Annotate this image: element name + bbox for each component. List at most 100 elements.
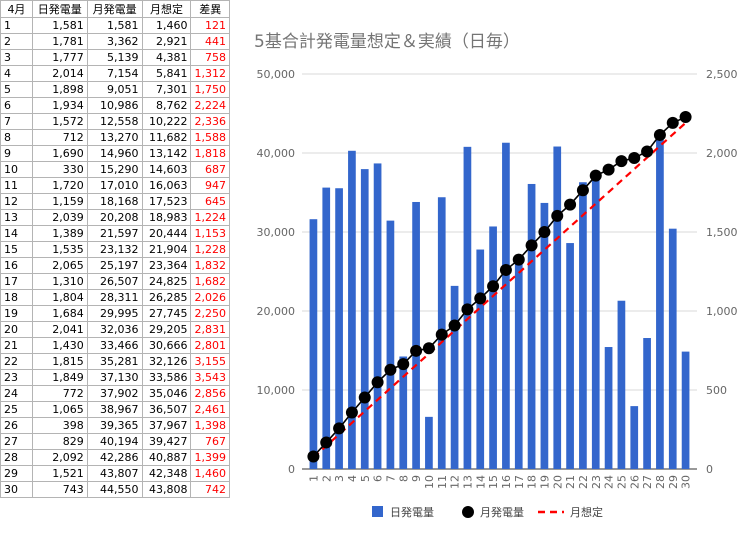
cell-day[interactable]: 24 bbox=[0, 385, 33, 402]
cell-diff[interactable]: 441 bbox=[190, 33, 230, 50]
cell-plan[interactable]: 23,364 bbox=[141, 257, 192, 274]
cell-plan[interactable]: 30,666 bbox=[141, 337, 192, 354]
cell-monthly[interactable]: 35,281 bbox=[86, 353, 143, 370]
cell-daily[interactable]: 772 bbox=[31, 385, 88, 402]
cell-diff[interactable]: 1,312 bbox=[190, 65, 230, 82]
cell-day[interactable]: 1 bbox=[0, 17, 33, 34]
monthly-point[interactable] bbox=[345, 406, 358, 419]
cell-monthly[interactable]: 18,168 bbox=[86, 193, 143, 210]
bar[interactable] bbox=[348, 150, 356, 469]
cell-diff[interactable]: 1,588 bbox=[190, 129, 230, 146]
bar[interactable] bbox=[373, 163, 382, 470]
cell-plan[interactable]: 37,967 bbox=[141, 417, 192, 434]
cell-diff[interactable]: 947 bbox=[190, 177, 230, 194]
cell-day[interactable]: 13 bbox=[0, 209, 33, 226]
cell-plan[interactable]: 36,507 bbox=[141, 401, 192, 418]
monthly-point[interactable] bbox=[499, 263, 512, 276]
bar[interactable] bbox=[591, 176, 600, 469]
cell-daily[interactable]: 1,065 bbox=[31, 401, 88, 418]
cell-plan[interactable]: 32,126 bbox=[141, 353, 192, 370]
cell-plan[interactable]: 43,808 bbox=[141, 481, 192, 498]
cell-day[interactable]: 16 bbox=[0, 257, 33, 274]
cell-diff[interactable]: 1,224 bbox=[190, 209, 230, 226]
monthly-point[interactable] bbox=[307, 450, 320, 463]
bar[interactable] bbox=[579, 182, 587, 470]
monthly-point[interactable] bbox=[397, 358, 410, 371]
cell-daily[interactable]: 2,092 bbox=[31, 449, 88, 466]
cell-diff[interactable]: 2,856 bbox=[190, 385, 230, 402]
cell-monthly[interactable]: 32,036 bbox=[86, 321, 143, 338]
cell-diff[interactable]: 742 bbox=[190, 481, 230, 498]
cell-plan[interactable]: 33,586 bbox=[141, 369, 192, 386]
cell-monthly[interactable]: 17,010 bbox=[86, 177, 143, 194]
header-plan[interactable]: 月想定 bbox=[141, 0, 192, 18]
monthly-point[interactable] bbox=[551, 209, 564, 222]
bar[interactable] bbox=[630, 406, 639, 469]
monthly-point[interactable] bbox=[641, 145, 654, 158]
cell-plan[interactable]: 7,301 bbox=[141, 81, 192, 98]
cell-diff[interactable]: 1,818 bbox=[190, 145, 230, 162]
monthly-point[interactable] bbox=[461, 303, 474, 316]
cell-monthly[interactable]: 28,311 bbox=[86, 289, 143, 306]
cell-diff[interactable]: 1,398 bbox=[190, 417, 230, 434]
cell-monthly[interactable]: 9,051 bbox=[86, 81, 143, 98]
cell-monthly[interactable]: 33,466 bbox=[86, 337, 143, 354]
bar[interactable] bbox=[502, 142, 510, 470]
cell-monthly[interactable]: 38,967 bbox=[86, 401, 143, 418]
bar[interactable] bbox=[386, 220, 395, 469]
cell-diff[interactable]: 1,399 bbox=[190, 449, 230, 466]
cell-day[interactable]: 3 bbox=[0, 49, 33, 66]
monthly-point[interactable] bbox=[525, 239, 538, 252]
bar[interactable] bbox=[566, 243, 574, 469]
cell-daily[interactable]: 1,781 bbox=[31, 33, 88, 50]
cell-plan[interactable]: 16,063 bbox=[141, 177, 192, 194]
cell-plan[interactable]: 40,887 bbox=[141, 449, 192, 466]
cell-daily[interactable]: 1,815 bbox=[31, 353, 88, 370]
cell-day[interactable]: 8 bbox=[0, 129, 33, 146]
monthly-point[interactable] bbox=[358, 391, 371, 404]
cell-daily[interactable]: 1,849 bbox=[31, 369, 88, 386]
cell-plan[interactable]: 20,444 bbox=[141, 225, 192, 242]
cell-plan[interactable]: 42,348 bbox=[141, 465, 192, 482]
cell-daily[interactable]: 1,804 bbox=[31, 289, 88, 306]
cell-monthly[interactable]: 37,130 bbox=[86, 369, 143, 386]
cell-monthly[interactable]: 1,581 bbox=[86, 17, 143, 34]
bar[interactable] bbox=[681, 351, 690, 469]
header-diff[interactable]: 差異 bbox=[190, 0, 230, 18]
cell-day[interactable]: 29 bbox=[0, 465, 33, 482]
cell-monthly[interactable]: 23,132 bbox=[86, 241, 143, 258]
cell-diff[interactable]: 2,250 bbox=[190, 305, 230, 322]
cell-day[interactable]: 23 bbox=[0, 369, 33, 386]
monthly-point[interactable] bbox=[602, 163, 615, 176]
cell-monthly[interactable]: 44,550 bbox=[86, 481, 143, 498]
cell-daily[interactable]: 1,430 bbox=[31, 337, 88, 354]
cell-daily[interactable]: 1,581 bbox=[31, 17, 88, 34]
cell-daily[interactable]: 829 bbox=[31, 433, 88, 450]
cell-daily[interactable]: 398 bbox=[31, 417, 88, 434]
monthly-point[interactable] bbox=[422, 342, 435, 355]
bar[interactable] bbox=[335, 188, 343, 469]
monthly-point[interactable] bbox=[448, 319, 461, 332]
cell-diff[interactable]: 1,460 bbox=[190, 465, 230, 482]
cell-diff[interactable]: 1,682 bbox=[190, 273, 230, 290]
cell-monthly[interactable]: 40,194 bbox=[86, 433, 143, 450]
monthly-point[interactable] bbox=[576, 184, 589, 197]
cell-day[interactable]: 6 bbox=[0, 97, 33, 114]
bar[interactable] bbox=[617, 300, 626, 469]
cell-day[interactable]: 5 bbox=[0, 81, 33, 98]
cell-daily[interactable]: 1,777 bbox=[31, 49, 88, 66]
cell-day[interactable]: 7 bbox=[0, 113, 33, 130]
cell-day[interactable]: 27 bbox=[0, 433, 33, 450]
cell-daily[interactable]: 1,898 bbox=[31, 81, 88, 98]
cell-day[interactable]: 21 bbox=[0, 337, 33, 354]
cell-plan[interactable]: 4,381 bbox=[141, 49, 192, 66]
cell-day[interactable]: 30 bbox=[0, 481, 33, 498]
bar[interactable] bbox=[399, 356, 408, 469]
header-daily[interactable]: 日発電量 bbox=[31, 0, 88, 18]
monthly-point[interactable] bbox=[384, 363, 397, 376]
cell-day[interactable]: 14 bbox=[0, 225, 33, 242]
cell-plan[interactable]: 24,825 bbox=[141, 273, 192, 290]
cell-day[interactable]: 15 bbox=[0, 241, 33, 258]
cell-daily[interactable]: 1,690 bbox=[31, 145, 88, 162]
cell-plan[interactable]: 18,983 bbox=[141, 209, 192, 226]
